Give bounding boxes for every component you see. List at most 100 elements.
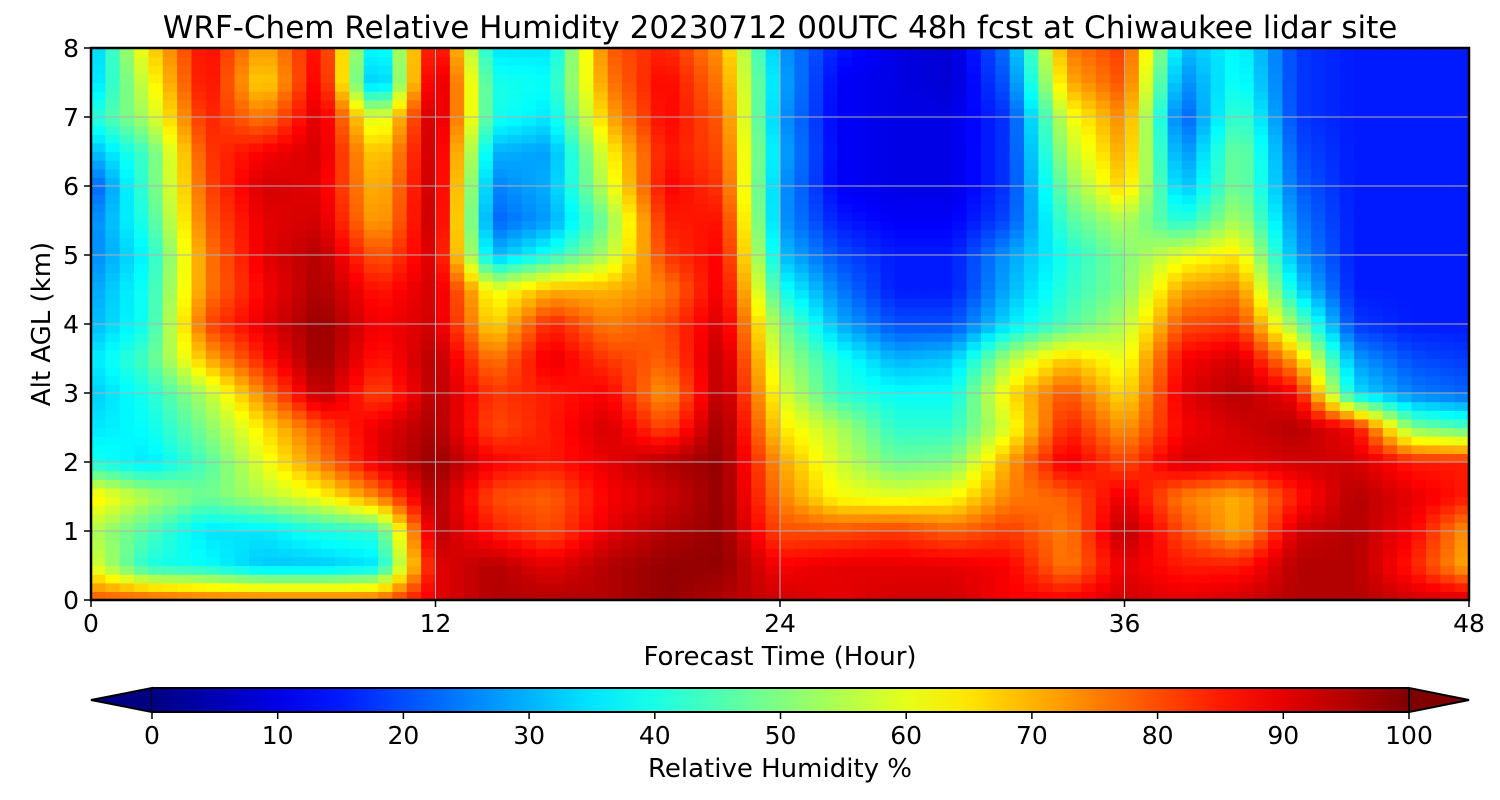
heatmap-cell bbox=[119, 272, 135, 282]
heatmap-cell bbox=[162, 349, 178, 360]
heatmap-cell bbox=[1354, 513, 1370, 523]
heatmap-cell bbox=[492, 160, 508, 170]
heatmap-cell bbox=[794, 194, 810, 204]
heatmap-cell bbox=[808, 384, 824, 394]
heatmap-cell bbox=[550, 479, 566, 489]
heatmap-cell bbox=[564, 237, 580, 247]
heatmap-cell bbox=[622, 237, 638, 247]
heatmap-cell bbox=[363, 272, 379, 282]
heatmap-cell bbox=[1253, 367, 1269, 377]
heatmap-cell bbox=[736, 151, 752, 161]
heatmap-cell bbox=[464, 531, 480, 541]
heatmap-cell bbox=[1196, 522, 1212, 532]
heatmap-cell bbox=[1325, 220, 1341, 230]
heatmap-cell bbox=[119, 522, 135, 532]
heatmap-cell bbox=[736, 289, 752, 299]
heatmap-cell bbox=[765, 151, 781, 161]
heatmap-cell bbox=[579, 427, 594, 437]
heatmap-cell bbox=[1138, 203, 1154, 213]
heatmap-cell bbox=[550, 306, 566, 316]
heatmap-cell bbox=[866, 565, 882, 575]
heatmap-cell bbox=[220, 263, 236, 273]
heatmap-cell bbox=[220, 186, 236, 196]
heatmap-cell bbox=[1153, 487, 1169, 498]
heatmap-cell bbox=[765, 306, 781, 316]
heatmap-cell bbox=[1411, 427, 1427, 437]
heatmap-cell bbox=[665, 453, 681, 463]
heatmap-cell bbox=[478, 349, 494, 360]
heatmap-cell bbox=[894, 401, 910, 411]
heatmap-cell bbox=[1339, 436, 1355, 446]
heatmap-cell bbox=[722, 263, 738, 273]
heatmap-cell bbox=[306, 280, 322, 291]
heatmap-cell bbox=[693, 186, 709, 196]
heatmap-cell bbox=[564, 513, 580, 523]
heatmap-cell bbox=[909, 358, 925, 368]
heatmap-cell bbox=[722, 160, 738, 170]
heatmap-cell bbox=[220, 194, 236, 204]
heatmap-cell bbox=[1296, 487, 1312, 498]
heatmap-cell bbox=[679, 444, 695, 454]
heatmap-cell bbox=[693, 229, 709, 239]
heatmap-cell bbox=[1081, 539, 1097, 549]
heatmap-cell bbox=[105, 280, 121, 291]
heatmap-cell bbox=[751, 418, 767, 429]
heatmap-cell bbox=[823, 298, 839, 308]
heatmap-cell bbox=[564, 401, 580, 411]
heatmap-cell bbox=[363, 393, 379, 403]
heatmap-cell bbox=[980, 539, 996, 549]
heatmap-cell bbox=[995, 479, 1011, 489]
heatmap-cell bbox=[148, 496, 164, 506]
heatmap-cell bbox=[1368, 168, 1384, 178]
heatmap-cell bbox=[148, 582, 164, 592]
heatmap-cell bbox=[966, 255, 982, 265]
heatmap-cell bbox=[794, 255, 810, 265]
heatmap-cell bbox=[1038, 513, 1054, 523]
heatmap-cell bbox=[105, 263, 121, 273]
heatmap-cell bbox=[291, 505, 307, 515]
heatmap-cell bbox=[1081, 384, 1097, 394]
heatmap-cell bbox=[1124, 280, 1140, 291]
heatmap-cell bbox=[736, 298, 752, 308]
heatmap-cell bbox=[1052, 470, 1068, 480]
heatmap-cell bbox=[392, 401, 408, 411]
heatmap-cell bbox=[636, 341, 652, 351]
heatmap-cell bbox=[823, 341, 839, 351]
heatmap-cell bbox=[449, 453, 465, 463]
heatmap-cell bbox=[909, 548, 925, 558]
heatmap-cell bbox=[435, 375, 451, 385]
heatmap-cell bbox=[607, 496, 623, 506]
heatmap-cell bbox=[1454, 418, 1469, 429]
heatmap-cell bbox=[880, 186, 896, 196]
heatmap-cell bbox=[421, 168, 437, 178]
heatmap-cell bbox=[1253, 574, 1269, 584]
heatmap-cell bbox=[593, 367, 609, 377]
heatmap-cell bbox=[837, 263, 853, 273]
heatmap-cell bbox=[177, 375, 193, 385]
heatmap-cell bbox=[478, 151, 494, 161]
heatmap-cell bbox=[363, 237, 379, 247]
heatmap-cell bbox=[679, 574, 695, 584]
heatmap-cell bbox=[823, 186, 839, 196]
heatmap-cell bbox=[952, 177, 968, 187]
heatmap-cell bbox=[693, 574, 709, 584]
heatmap-cell bbox=[392, 539, 408, 549]
heatmap-cell bbox=[851, 470, 867, 480]
heatmap-cell bbox=[937, 410, 953, 420]
heatmap-cell bbox=[349, 462, 365, 472]
heatmap-cell bbox=[205, 427, 221, 437]
heatmap-cell bbox=[234, 522, 250, 532]
heatmap-cell bbox=[335, 160, 350, 170]
heatmap-cell bbox=[1253, 591, 1269, 600]
heatmap-cell bbox=[1153, 263, 1169, 273]
heatmap-cell bbox=[1009, 358, 1025, 368]
heatmap-cell bbox=[1454, 556, 1469, 567]
heatmap-cell bbox=[320, 522, 336, 532]
heatmap-cell bbox=[794, 341, 810, 351]
heatmap-cell bbox=[1124, 315, 1140, 325]
heatmap-cell bbox=[291, 289, 307, 299]
heatmap-cell bbox=[1009, 479, 1025, 489]
heatmap-cell bbox=[263, 410, 279, 420]
heatmap-cell bbox=[1268, 436, 1283, 446]
heatmap-cell bbox=[1239, 479, 1255, 489]
